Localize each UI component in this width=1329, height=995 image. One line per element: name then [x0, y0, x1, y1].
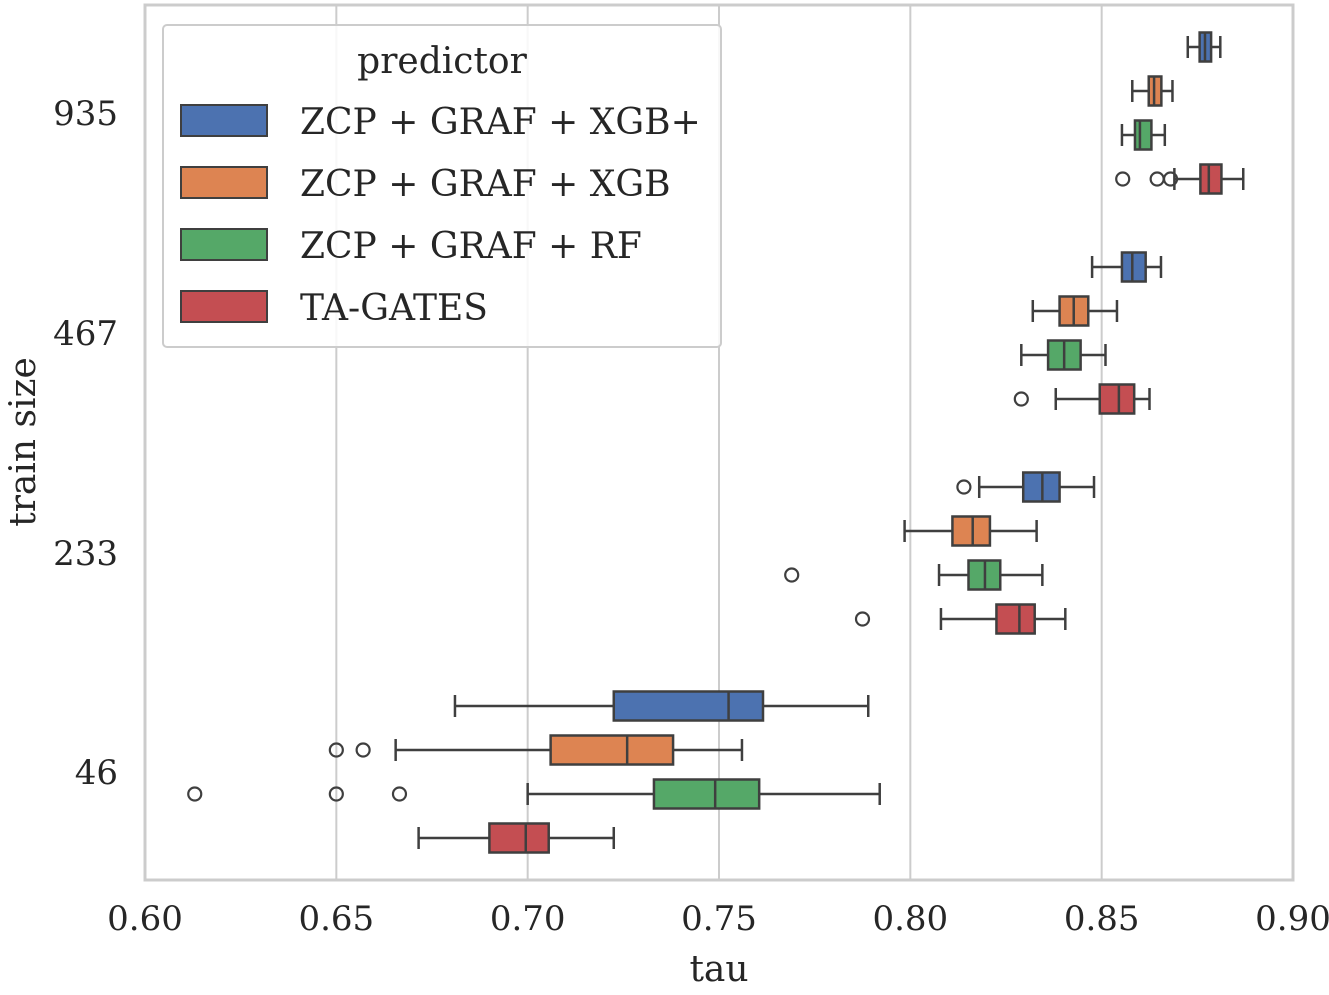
box: [1131, 75, 1174, 107]
box: [417, 822, 616, 854]
iqr-box: [951, 515, 992, 547]
box: [784, 559, 1044, 591]
y-tick-label: 935: [53, 94, 118, 134]
legend-label-xgb-plus: ZCP + GRAF + XGB+: [300, 102, 701, 143]
iqr-box: [652, 778, 761, 810]
x-tick-label: 0.75: [681, 899, 757, 939]
iqr-box: [1133, 119, 1153, 151]
outlier-point: [391, 786, 408, 802]
y-axis-label: train size: [3, 357, 44, 527]
x-tick-label: 0.90: [1255, 899, 1329, 939]
y-tick-label: 46: [75, 753, 118, 793]
box: [854, 603, 1067, 635]
x-tick-label: 0.80: [872, 899, 948, 939]
box-series: [187, 31, 1245, 854]
box: [1031, 295, 1119, 327]
iqr-box: [995, 603, 1036, 635]
legend-title: predictor: [357, 41, 527, 82]
outlier-point: [355, 742, 371, 758]
x-tick-label: 0.85: [1064, 899, 1140, 939]
outlier-point: [187, 786, 203, 802]
legend-label-rf: ZCP + GRAF + RF: [300, 226, 642, 267]
outlier-point: [1013, 391, 1029, 407]
outlier-point: [328, 742, 344, 758]
x-tick-label: 0.60: [107, 899, 183, 939]
box: [1013, 383, 1151, 415]
legend-label-xgb: ZCP + GRAF + XGB: [300, 164, 671, 205]
legend-swatch-xgb: [180, 166, 268, 199]
box: [903, 515, 1038, 547]
legend: predictor ZCP + GRAF + XGB+ ZCP + GRAF +…: [162, 24, 722, 348]
y-tick-label: 233: [53, 534, 118, 574]
box: [956, 471, 1096, 503]
box: [1115, 163, 1245, 195]
outlier-point: [1162, 171, 1179, 187]
legend-label-ta-gates: TA-GATES: [300, 288, 488, 329]
box: [1120, 119, 1167, 151]
outlier-point: [1115, 171, 1131, 187]
outlier-point: [328, 786, 344, 802]
box: [1020, 339, 1107, 371]
outlier-point: [956, 479, 972, 495]
box: [187, 778, 881, 810]
x-tick-label: 0.70: [490, 899, 566, 939]
x-tick-label: 0.65: [298, 899, 374, 939]
iqr-box: [1120, 251, 1147, 283]
outlier-point: [854, 611, 871, 627]
box: [1090, 251, 1163, 283]
iqr-box: [488, 822, 550, 854]
y-tick-label: 467: [53, 314, 118, 354]
legend-swatch-xgb-plus: [180, 104, 268, 137]
iqr-box: [1098, 383, 1136, 415]
iqr-box: [1199, 163, 1223, 195]
box: [1186, 31, 1222, 63]
outlier-point: [784, 567, 800, 583]
legend-swatch-rf: [180, 228, 268, 261]
x-axis-label: tau: [689, 949, 748, 990]
iqr-box: [612, 690, 765, 722]
y-axis-ticks: 935 467 233 46: [53, 94, 118, 793]
box: [453, 690, 870, 722]
legend-swatch-ta-gates: [180, 290, 268, 323]
x-axis-ticks: 0.60 0.65 0.70 0.75 0.80 0.85 0.90: [107, 899, 1329, 939]
iqr-box: [549, 734, 675, 766]
legend-frame: [162, 24, 722, 348]
box: [328, 734, 744, 766]
